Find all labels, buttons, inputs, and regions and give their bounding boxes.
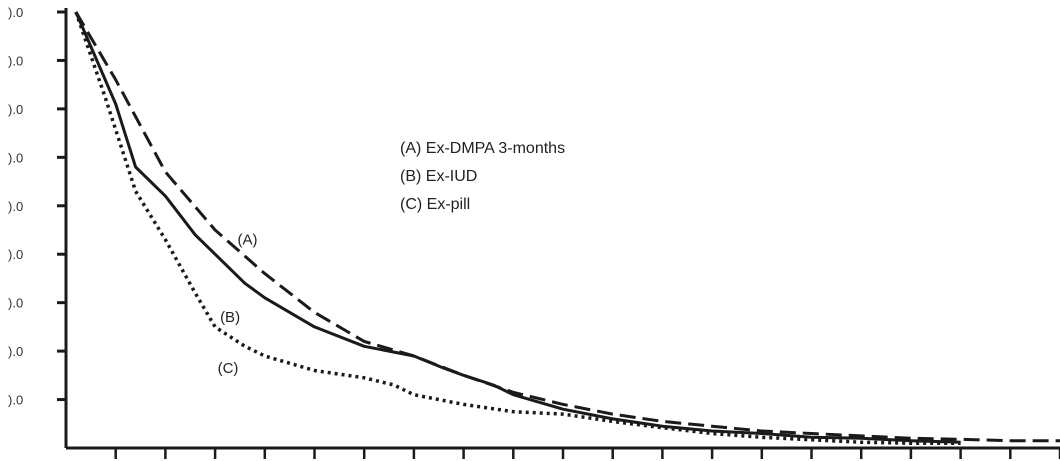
curve-label-c: (C) (218, 360, 239, 377)
curve-label-b: (B) (220, 309, 240, 326)
series-line-a (74, 11, 1060, 443)
y-tick-label-1: ).0 (8, 393, 23, 408)
y-tick-label-7: ).0 (8, 102, 23, 117)
legend-entry-a: (A) Ex-DMPA 3-months (400, 140, 565, 157)
y-tick-label-6: ).0 (8, 150, 23, 165)
y-tick-label-4: ).0 (8, 247, 23, 262)
axes-layer: ).0 ).0 ).0 ).0 ).0 ).0 ).0 ).0 ).0 (8, 5, 1060, 459)
y-tick-label-5: ).0 (8, 199, 23, 214)
curve-label-a: (A) (237, 232, 257, 249)
series-layer (74, 11, 1060, 445)
legend-entry-b: (B) Ex-IUD (400, 168, 477, 185)
y-tick-label-8: ).0 (8, 53, 23, 68)
legend-entry-c: (C) Ex-pill (400, 196, 470, 213)
legend: (A) Ex-DMPA 3-months (B) Ex-IUD (C) Ex-p… (400, 140, 565, 213)
series-line-c (74, 11, 961, 445)
label-layer: (A) (B) (C) (218, 232, 258, 377)
y-tick-label-3: ).0 (8, 296, 23, 311)
series-line-b (74, 11, 961, 444)
y-tick-label-2: ).0 (8, 344, 23, 359)
y-tick-label-9: ).0 (8, 5, 23, 20)
